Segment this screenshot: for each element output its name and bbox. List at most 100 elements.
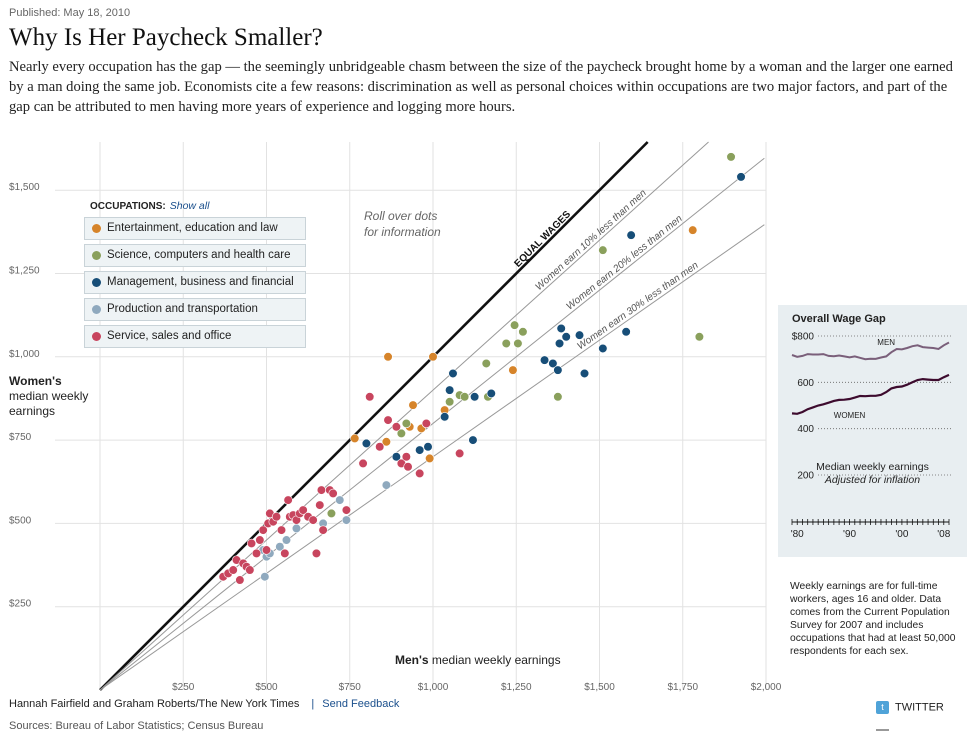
legend-item-management[interactable]: Management, business and financial [84, 271, 306, 294]
gap-reference-line [99, 141, 709, 691]
data-point [428, 352, 438, 362]
data-point [688, 225, 698, 235]
data-point [553, 392, 563, 402]
x-tick-label: $1,250 [501, 682, 532, 693]
legend-item-label: Service, sales and office [107, 330, 232, 342]
data-point [280, 548, 290, 558]
twitter-share-button[interactable]: t TWITTER [876, 701, 944, 714]
data-point [276, 525, 287, 535]
send-feedback-link[interactable]: Send Feedback [322, 698, 400, 710]
data-point [415, 468, 425, 479]
data-point [350, 433, 360, 444]
data-point [291, 523, 302, 533]
data-point [251, 548, 262, 558]
entertainment-dot-icon [92, 224, 101, 233]
reference-lines [99, 141, 765, 691]
inset-y-tick-label: 400 [797, 424, 814, 435]
intro-paragraph: Nearly every occupation has the gap — th… [9, 59, 953, 115]
data-point [260, 572, 270, 582]
data-point [275, 542, 285, 552]
data-point [539, 355, 550, 365]
data-point [403, 462, 413, 472]
data-point [383, 352, 393, 362]
y-axis-label-bold: Women's [9, 374, 62, 388]
legend-item-science[interactable]: Science, computers and health care [84, 244, 306, 267]
data-point [358, 458, 368, 469]
data-point [554, 338, 565, 349]
inset-x-tick-label: '80 [791, 529, 804, 540]
data-point [308, 515, 318, 525]
data-point [381, 480, 391, 490]
data-point [246, 538, 257, 548]
data-point [375, 442, 385, 452]
data-point [228, 565, 238, 575]
show-all-link[interactable]: Show all [169, 200, 210, 212]
occupations-legend: OCCUPATIONS: Show all Entertainment, educ… [84, 200, 310, 352]
inset-y-tick-label: $800 [792, 332, 815, 343]
data-points [218, 152, 746, 585]
x-tick-label: $1,000 [418, 682, 449, 693]
science-dot-icon [92, 251, 101, 260]
data-point [341, 515, 352, 525]
twitter-icon: t [876, 701, 889, 714]
data-point [481, 358, 491, 369]
legend-item-label: Entertainment, education and law [107, 222, 278, 234]
data-point [726, 152, 736, 162]
rollover-note: Roll over dots for information [364, 209, 441, 239]
x-tick-label: $750 [339, 682, 362, 693]
production-dot-icon [92, 305, 101, 314]
data-point [445, 397, 455, 407]
data-point [381, 437, 391, 447]
data-point [415, 445, 425, 455]
inset-y-tick-label: 600 [797, 378, 814, 389]
data-point [561, 332, 571, 342]
data-point [245, 565, 255, 575]
legend-heading-label: OCCUPATIONS: [90, 201, 166, 212]
x-tick-label: $1,500 [584, 682, 615, 693]
legend-item-service[interactable]: Service, sales and office [84, 325, 306, 348]
data-point [391, 422, 401, 432]
data-point [501, 338, 511, 349]
inset-x-tick-label: '00 [895, 529, 908, 540]
data-point [315, 500, 325, 510]
data-point [401, 452, 411, 462]
email-icon [876, 729, 889, 731]
data-point [341, 505, 352, 515]
management-dot-icon [92, 278, 101, 287]
data-point [271, 512, 282, 522]
data-point [445, 385, 455, 395]
x-tick-label: $1,750 [667, 682, 698, 693]
y-tick-label: $1,000 [9, 349, 40, 360]
credit-separator: | [311, 698, 315, 710]
data-point [258, 525, 268, 535]
published-date: Published: May 18, 2010 [9, 7, 131, 19]
x-axis-label: Men's median weekly earnings [395, 653, 561, 667]
inset-y-tick-label: 200 [797, 471, 814, 482]
tick-labels: $250 $500 $750 $1,000 $1,250 $1,500 $1,750 $2,0… [9, 182, 782, 693]
byline: Hannah Fairfield and Graham Roberts/The … [9, 698, 300, 710]
x-tick-label: $2,000 [751, 682, 782, 693]
legend-item-entertainment[interactable]: Entertainment, education and law [84, 217, 306, 240]
women-line-label: WOMEN [834, 411, 866, 420]
footnote: Weekly earnings are for full-time worker… [790, 581, 956, 657]
x-tick-label: $500 [255, 682, 278, 693]
data-point [365, 392, 375, 402]
y-tick-label: $250 [9, 599, 32, 610]
email-share-button[interactable] [876, 726, 936, 731]
inset-title: Overall Wage Gap [792, 313, 886, 325]
data-point [513, 338, 523, 349]
x-axis-label-bold: Men's [395, 653, 429, 667]
inset-chart: $800 600 400 200 '80 '90 '00 '08 MEN WOMEN [791, 332, 953, 540]
data-point [455, 448, 465, 459]
data-point [598, 343, 608, 354]
data-point [318, 525, 328, 535]
data-point [486, 388, 496, 399]
legend-item-production[interactable]: Production and transportation [84, 298, 306, 321]
data-point [470, 392, 480, 402]
legend-item-label: Science, computers and health care [107, 249, 291, 261]
service-dot-icon [92, 332, 101, 341]
data-point [335, 495, 345, 505]
data-point [548, 358, 558, 369]
men-wage-line [791, 341, 950, 361]
sources-line: Sources: Bureau of Labor Statistics; Cen… [9, 720, 264, 732]
